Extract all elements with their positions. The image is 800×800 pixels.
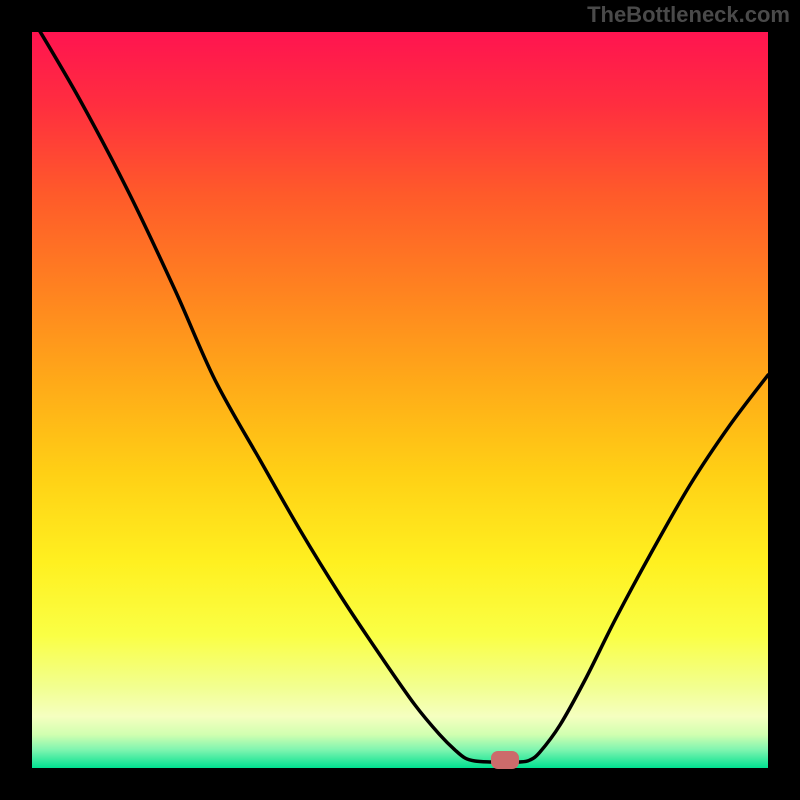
chart-container: TheBottleneck.com [0, 0, 800, 800]
bottleneck-chart [0, 0, 800, 800]
watermark-text: TheBottleneck.com [587, 2, 790, 28]
chart-background [32, 32, 768, 768]
optimal-marker [491, 751, 519, 769]
